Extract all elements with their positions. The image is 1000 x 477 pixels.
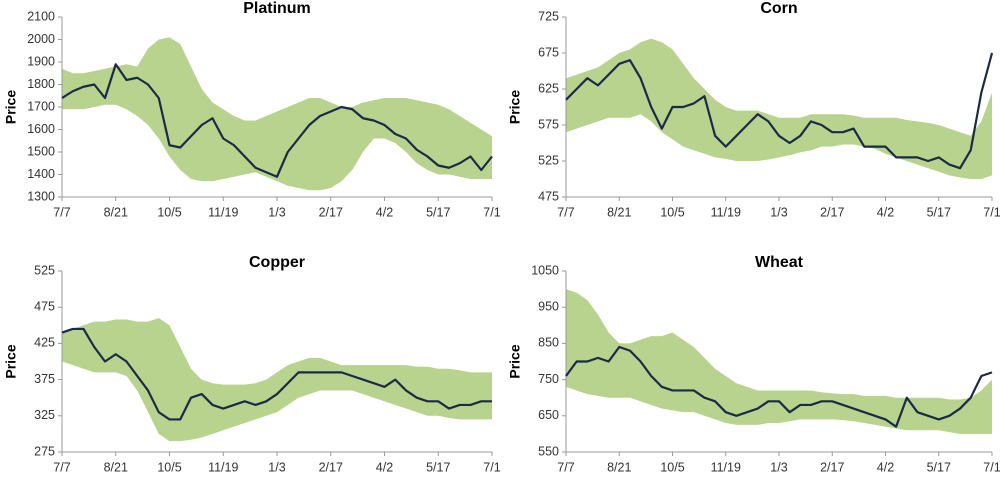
y-tick-label: 675: [538, 45, 559, 59]
x-tick-label: 4/2: [877, 205, 894, 219]
x-tick-label: 7/1: [983, 205, 1000, 219]
y-tick-label: 2000: [27, 32, 55, 46]
x-tick-label: 10/5: [157, 460, 181, 474]
x-tick-label: 4/2: [877, 460, 894, 474]
x-tick-label: 1/3: [268, 460, 285, 474]
x-tick-label: 5/17: [927, 460, 951, 474]
x-tick-label: 1/3: [770, 205, 787, 219]
x-tick-label: 8/21: [607, 460, 631, 474]
x-tick-label: 8/21: [607, 205, 631, 219]
x-tick-label: 1/3: [268, 205, 285, 219]
x-tick-label: 8/21: [104, 460, 128, 474]
y-tick-label: 625: [538, 81, 559, 95]
y-tick-label: 425: [34, 336, 55, 350]
chart-title: Wheat: [755, 254, 804, 271]
price-line: [61, 327, 492, 421]
x-tick-label: 2/17: [319, 205, 343, 219]
chart-title: Platinum: [243, 0, 311, 17]
y-axis-label: Price: [3, 90, 19, 124]
y-tick-label: 850: [538, 336, 559, 350]
x-tick-label: 7/7: [557, 460, 574, 474]
chart-title: Copper: [249, 254, 305, 271]
band: [62, 37, 492, 191]
x-tick-label: 5/17: [927, 205, 951, 219]
x-tick-label: 10/5: [660, 460, 684, 474]
x-tick-label: 4/2: [376, 460, 393, 474]
price-line: [565, 345, 993, 428]
y-tick-label: 525: [538, 153, 559, 167]
x-tick-label: 7/1: [483, 460, 500, 474]
y-tick-label: 1050: [531, 263, 559, 277]
y-axis-label: Price: [3, 344, 19, 378]
y-tick-label: 575: [538, 117, 559, 131]
x-tick-label: 7/1: [483, 205, 500, 219]
y-tick-label: 525: [34, 263, 55, 277]
x-tick-label: 11/19: [711, 205, 741, 219]
x-tick-label: 5/17: [426, 205, 450, 219]
x-tick-label: 7/1: [983, 460, 1000, 474]
y-tick-label: 475: [538, 189, 559, 203]
band: [566, 38, 992, 179]
x-tick-label: 7/7: [557, 205, 574, 219]
y-tick-label: 1400: [27, 167, 55, 181]
band: [566, 289, 992, 434]
y-tick-label: 275: [34, 444, 55, 458]
y-axis-label: Price: [507, 90, 523, 124]
x-tick-label: 11/19: [208, 205, 238, 219]
y-tick-label: 375: [34, 372, 55, 386]
y-tick-label: 475: [34, 299, 55, 313]
x-tick-label: 1/3: [770, 460, 787, 474]
y-tick-label: 325: [34, 408, 55, 422]
x-tick-label: 2/17: [319, 460, 343, 474]
x-tick-label: 11/19: [711, 460, 741, 474]
y-tick-label: 550: [538, 444, 559, 458]
x-tick-label: 2/17: [820, 460, 844, 474]
y-axis-label: Price: [507, 344, 523, 378]
x-tick-label: 5/17: [426, 460, 450, 474]
y-tick-label: 650: [538, 408, 559, 422]
y-tick-label: 1500: [27, 144, 55, 158]
chart-title: Corn: [760, 0, 797, 17]
y-tick-label: 1300: [27, 189, 55, 203]
price-line: [565, 52, 994, 170]
x-tick-label: 11/19: [208, 460, 238, 474]
y-tick-label: 725: [538, 9, 559, 23]
y-tick-label: 950: [538, 299, 559, 313]
x-tick-label: 7/7: [53, 460, 70, 474]
band: [62, 318, 492, 442]
x-tick-label: 2/17: [820, 205, 844, 219]
x-tick-label: 10/5: [660, 205, 684, 219]
x-tick-label: 7/7: [53, 205, 70, 219]
y-tick-label: 1600: [27, 122, 55, 136]
y-tick-label: 1700: [27, 99, 55, 113]
y-tick-label: 750: [538, 372, 559, 386]
y-tick-label: 1800: [27, 77, 55, 91]
y-tick-label: 1900: [27, 54, 55, 68]
x-tick-label: 10/5: [157, 205, 181, 219]
x-tick-label: 8/21: [104, 205, 128, 219]
x-tick-label: 4/2: [376, 205, 393, 219]
price-line: [61, 63, 493, 178]
y-tick-label: 2100: [27, 9, 55, 23]
